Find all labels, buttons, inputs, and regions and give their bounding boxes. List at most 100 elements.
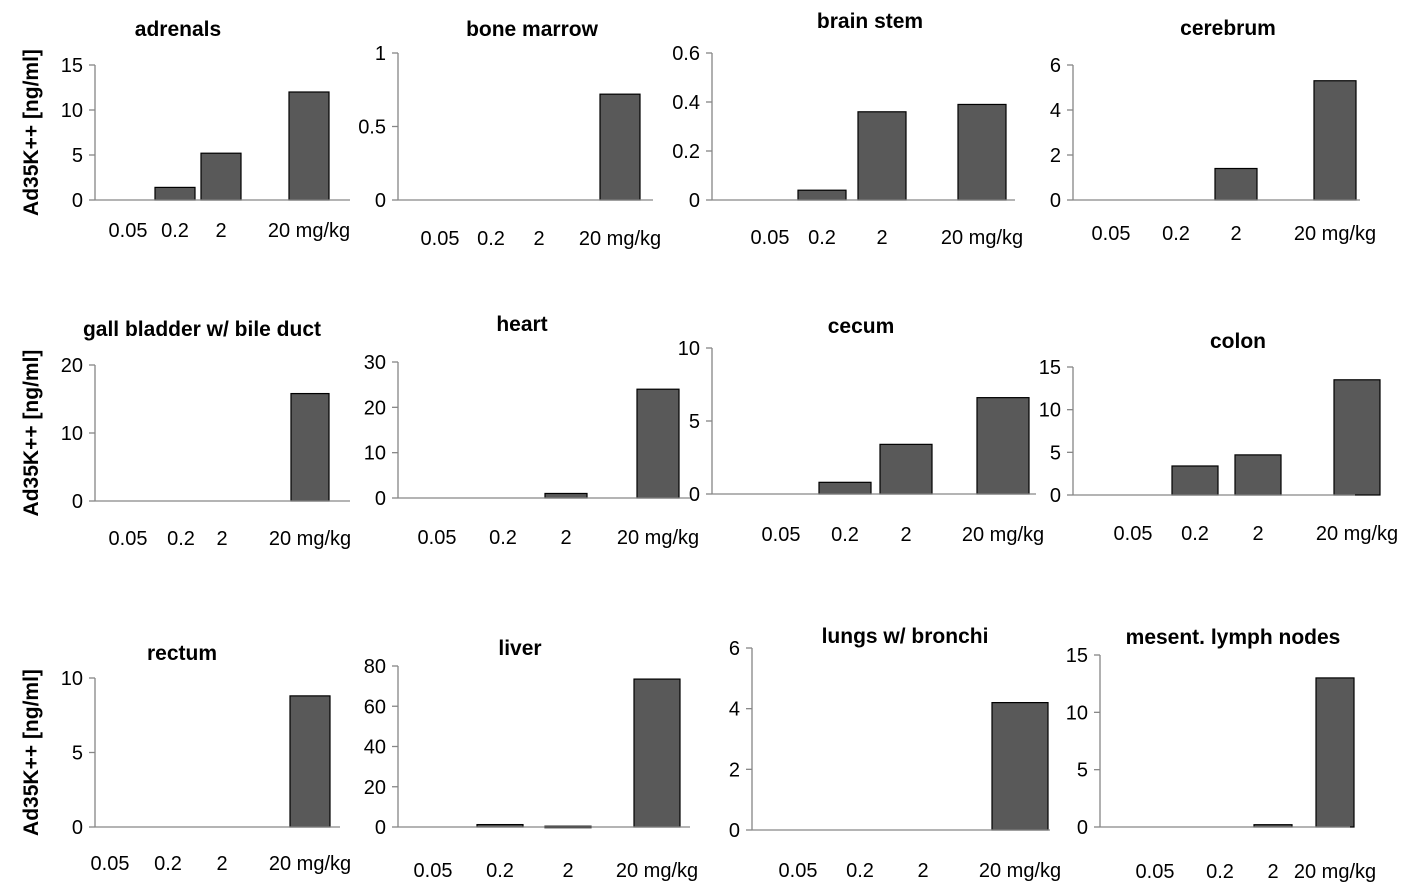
chart-title: colon — [1210, 330, 1266, 353]
y-tick-label: 10 — [61, 668, 83, 690]
bar-20-mg-kg — [957, 103, 1007, 201]
x-tick-label: 20 mg/kg — [941, 227, 1023, 249]
x-tick-label: 2 — [1252, 523, 1263, 545]
bar-2 — [200, 152, 242, 201]
chart-title: bone marrow — [466, 18, 599, 41]
chart-cecum: cecum 0 5 10 0.05 0.2 2 20 mg/kg — [678, 315, 1044, 546]
chart-bone-marrow: bone marrow 0 0.5 1 0.05 0.2 2 20 mg/kg — [358, 18, 661, 250]
y-tick-label: 0 — [72, 817, 83, 839]
y-tick-label: 0.4 — [672, 92, 700, 114]
y-tick-label: 6 — [1050, 55, 1061, 77]
x-tick-label: 0.05 — [418, 527, 457, 549]
x-tick-label: 20 mg/kg — [269, 853, 351, 875]
bar-20-mg-kg — [633, 678, 681, 828]
y-tick-label: 15 — [1039, 357, 1061, 379]
bar-20-mg-kg — [976, 397, 1030, 495]
y-tick-label: 2 — [729, 759, 740, 781]
y-tick-label: 5 — [1050, 442, 1061, 464]
chart-title: mesent. lymph nodes — [1126, 626, 1341, 649]
y-tick-label: 80 — [364, 656, 386, 678]
y-tick-label: 6 — [729, 638, 740, 660]
y-tick-label: 10 — [364, 443, 386, 465]
x-tick-label: 0.2 — [1181, 523, 1209, 545]
x-tick-label: 0.2 — [808, 227, 836, 249]
x-tick-label: 0.2 — [1162, 223, 1190, 245]
chart-title: heart — [496, 313, 547, 336]
x-tick-label: 2 — [216, 853, 227, 875]
x-tick-label: 2 — [917, 860, 928, 882]
bar-2 — [857, 111, 907, 201]
bar-20-mg-kg — [991, 701, 1049, 831]
x-tick-label: 2 — [1267, 861, 1278, 883]
y-tick-label: 0.2 — [672, 141, 700, 163]
y-tick-label: 40 — [364, 737, 386, 759]
x-tick-label: 2 — [1230, 223, 1241, 245]
x-tick-label: 20 mg/kg — [269, 528, 351, 550]
y-tick-label: 15 — [1066, 645, 1088, 667]
bar-20-mg-kg — [636, 388, 680, 499]
bar-2 — [879, 443, 933, 495]
chart-rectum: rectum 0 5 10 0.05 0.2 2 20 mg/kg Ad35K++ [ng/ml… — [20, 642, 351, 875]
y-tick-label: 0 — [1077, 817, 1088, 839]
bar-20-mg-kg — [1313, 80, 1357, 201]
x-tick-label: 0.2 — [154, 853, 182, 875]
chart-title: brain stem — [817, 10, 923, 33]
y-tick-label: 15 — [61, 55, 83, 77]
y-tick-label: 5 — [72, 145, 83, 167]
x-tick-label: 0.05 — [762, 524, 801, 546]
y-tick-label: 0 — [72, 190, 83, 212]
y-tick-label: 1 — [375, 43, 386, 65]
y-tick-label: 0 — [1050, 190, 1061, 212]
chart-mesent-lymph-nodes: mesent. lymph nodes 0 5 10 15 0.05 0.2 2 20 mg/k… — [1066, 626, 1376, 883]
chart-title: rectum — [147, 642, 217, 665]
y-tick-label: 4 — [1050, 100, 1061, 122]
chart-title: gall bladder w/ bile duct — [83, 318, 321, 341]
y-tick-label: 20 — [61, 355, 83, 377]
x-tick-label: 0.2 — [161, 220, 189, 242]
chart-title: adrenals — [135, 18, 221, 41]
x-tick-label: 2 — [562, 860, 573, 882]
y-tick-label: 0.5 — [358, 117, 386, 139]
y-tick-label: 30 — [364, 352, 386, 374]
x-tick-label: 20 mg/kg — [1294, 861, 1376, 883]
bar-20-mg-kg — [599, 93, 641, 201]
x-tick-label: 0.05 — [1092, 223, 1131, 245]
bar-2 — [1234, 454, 1282, 496]
chart-colon: colon 0 5 10 15 0.05 0.2 2 20 mg/kg — [1039, 330, 1398, 545]
x-tick-label: 0.2 — [846, 860, 874, 882]
chart-title: cerebrum — [1180, 17, 1276, 40]
y-tick-label: 5 — [689, 411, 700, 433]
y-tick-label: 5 — [72, 743, 83, 765]
x-tick-label: 0.2 — [486, 860, 514, 882]
x-tick-label: 20 mg/kg — [962, 524, 1044, 546]
bar-0-2 — [797, 189, 847, 201]
x-tick-label: 20 mg/kg — [616, 860, 698, 882]
x-tick-label: 2 — [876, 227, 887, 249]
x-tick-label: 2 — [215, 220, 226, 242]
y-axis-label: Ad35K++ [ng/ml] — [20, 49, 43, 216]
x-tick-label: 20 mg/kg — [268, 220, 350, 242]
y-tick-label: 60 — [364, 696, 386, 718]
chart-title: liver — [498, 637, 541, 660]
x-tick-label: 2 — [900, 524, 911, 546]
bar-20-mg-kg — [288, 91, 330, 201]
bar-20-mg-kg — [289, 695, 331, 828]
x-tick-label: 0.2 — [489, 527, 517, 549]
bar-0-2 — [154, 186, 196, 201]
x-tick-label: 20 mg/kg — [979, 860, 1061, 882]
y-tick-label: 0 — [375, 488, 386, 510]
x-tick-label: 0.05 — [109, 220, 148, 242]
y-tick-label: 4 — [729, 699, 740, 721]
y-tick-label: 0 — [1050, 485, 1061, 507]
x-tick-label: 0.05 — [421, 228, 460, 250]
y-tick-label: 10 — [61, 100, 83, 122]
chart-title: lungs w/ bronchi — [822, 625, 989, 648]
x-tick-label: 0.2 — [167, 528, 195, 550]
x-tick-label: 0.2 — [477, 228, 505, 250]
y-tick-label: 20 — [364, 777, 386, 799]
bar-20-mg-kg — [290, 392, 330, 502]
y-tick-label: 0 — [689, 484, 700, 506]
y-tick-label: 0 — [689, 190, 700, 212]
chart-title: cecum — [828, 315, 895, 338]
y-tick-label: 5 — [1077, 760, 1088, 782]
